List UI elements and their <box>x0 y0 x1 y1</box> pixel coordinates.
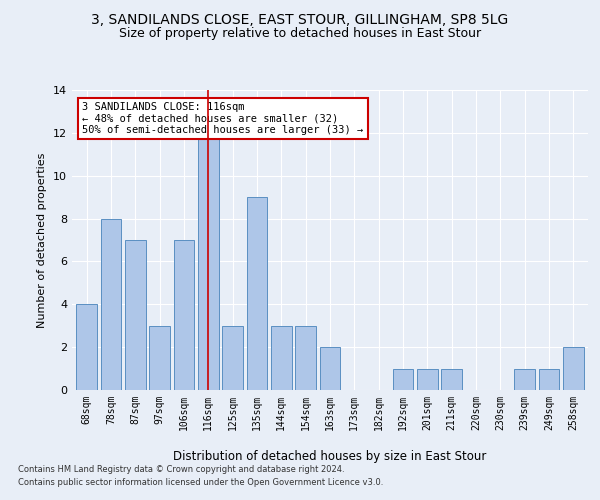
Bar <box>442 368 462 390</box>
Text: Distribution of detached houses by size in East Stour: Distribution of detached houses by size … <box>173 450 487 463</box>
Bar <box>417 368 438 390</box>
Text: 3 SANDILANDS CLOSE: 116sqm
← 48% of detached houses are smaller (32)
50% of semi: 3 SANDILANDS CLOSE: 116sqm ← 48% of deta… <box>82 102 364 135</box>
Bar <box>392 368 413 390</box>
Bar <box>539 368 559 390</box>
Bar <box>125 240 146 390</box>
Bar <box>173 240 194 390</box>
Bar <box>222 326 243 390</box>
Text: Contains HM Land Registry data © Crown copyright and database right 2024.: Contains HM Land Registry data © Crown c… <box>18 466 344 474</box>
Text: 3, SANDILANDS CLOSE, EAST STOUR, GILLINGHAM, SP8 5LG: 3, SANDILANDS CLOSE, EAST STOUR, GILLING… <box>91 12 509 26</box>
Bar <box>198 133 218 390</box>
Bar <box>76 304 97 390</box>
Text: Contains public sector information licensed under the Open Government Licence v3: Contains public sector information licen… <box>18 478 383 487</box>
Bar <box>247 197 268 390</box>
Y-axis label: Number of detached properties: Number of detached properties <box>37 152 47 328</box>
Bar <box>563 347 584 390</box>
Bar <box>271 326 292 390</box>
Bar <box>320 347 340 390</box>
Text: Size of property relative to detached houses in East Stour: Size of property relative to detached ho… <box>119 28 481 40</box>
Bar <box>295 326 316 390</box>
Bar <box>101 218 121 390</box>
Bar <box>514 368 535 390</box>
Bar <box>149 326 170 390</box>
